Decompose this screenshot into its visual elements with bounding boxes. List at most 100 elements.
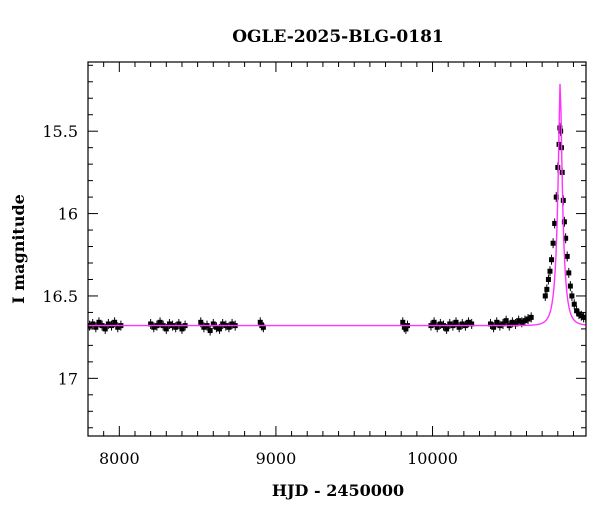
point-marker [542, 293, 548, 299]
data-point [201, 322, 207, 333]
data-point [93, 322, 99, 333]
data-point [566, 267, 572, 278]
point-marker [469, 321, 475, 327]
data-point [148, 318, 154, 329]
point-marker [96, 319, 102, 325]
plot-frame [87, 61, 587, 437]
point-marker [447, 321, 453, 327]
y-tick-label: 16.5 [42, 287, 78, 306]
data-point [447, 318, 453, 329]
data-point [545, 274, 551, 285]
data-point [176, 318, 182, 329]
point-marker [102, 326, 108, 332]
x-tick-label: 10000 [407, 449, 458, 468]
point-marker [115, 324, 121, 330]
point-marker [217, 326, 223, 332]
point-marker [516, 318, 522, 324]
data-point [456, 322, 462, 333]
chart-title: OGLE-2025-BLG-0181 [232, 27, 444, 47]
point-marker [201, 324, 207, 330]
data-point [528, 312, 534, 323]
point-marker [226, 324, 232, 330]
data-point [571, 299, 577, 310]
data-point [487, 318, 493, 329]
data-point [552, 218, 558, 229]
point-marker [198, 319, 204, 325]
point-marker [459, 321, 465, 327]
point-marker [260, 324, 266, 330]
point-marker [564, 253, 570, 259]
point-marker [549, 257, 555, 263]
y-tick-label: 17 [58, 369, 78, 388]
point-marker [550, 240, 556, 246]
point-marker [519, 319, 525, 325]
point-marker [547, 268, 553, 274]
axis-ticks [87, 62, 586, 436]
point-marker [456, 324, 462, 330]
point-marker [179, 326, 185, 332]
point-marker [163, 326, 169, 332]
point-marker [173, 324, 179, 330]
point-marker [494, 319, 500, 325]
data-point [561, 216, 567, 227]
data-point [213, 322, 219, 333]
point-marker [220, 321, 226, 327]
y-axis-label: I magnitude [9, 194, 28, 304]
data-point [500, 318, 506, 329]
data-point [544, 284, 550, 295]
data-point [220, 318, 226, 329]
point-marker [509, 319, 515, 325]
x-tick-label: 9000 [256, 449, 297, 468]
data-point [553, 192, 559, 203]
point-marker [157, 319, 163, 325]
data-point [105, 318, 111, 329]
point-marker [90, 321, 96, 327]
point-marker [166, 321, 172, 327]
point-marker [257, 319, 263, 325]
data-point [166, 318, 172, 329]
point-marker [553, 194, 559, 200]
point-marker [561, 219, 567, 225]
model-curve [88, 83, 586, 327]
point-marker [528, 314, 534, 320]
data-point [549, 254, 555, 265]
data-point [563, 233, 569, 244]
point-marker [567, 283, 573, 289]
point-marker [569, 293, 575, 299]
data-point [564, 251, 570, 262]
point-marker [148, 321, 154, 327]
point-marker [513, 321, 519, 327]
data-point [210, 318, 216, 329]
point-marker [552, 220, 558, 226]
data-point [542, 290, 548, 301]
y-tick-label: 16 [58, 205, 78, 224]
data-point [226, 322, 232, 333]
data-point [513, 318, 519, 329]
point-marker [112, 319, 118, 325]
point-marker [400, 319, 406, 325]
point-marker [557, 125, 563, 131]
point-marker [403, 326, 409, 332]
point-marker [500, 321, 506, 327]
point-marker [503, 318, 509, 324]
point-marker [207, 328, 213, 334]
axis-tick-labels: 8000 9000 10000 15.5 16 16.5 17 [42, 122, 458, 468]
point-marker [574, 308, 580, 314]
point-marker [431, 319, 437, 325]
point-marker [583, 314, 586, 320]
data-point [547, 266, 553, 277]
data-points [88, 122, 586, 336]
data-point [503, 315, 509, 326]
point-marker [176, 321, 182, 327]
data-point [469, 318, 475, 329]
data-point [151, 322, 157, 333]
point-marker [105, 321, 111, 327]
data-point [516, 315, 522, 326]
point-marker [487, 321, 493, 327]
point-marker [93, 324, 99, 330]
point-marker [434, 324, 440, 330]
data-point [525, 314, 531, 325]
data-point [90, 318, 96, 329]
x-axis-label: HJD - 2450000 [272, 481, 404, 500]
